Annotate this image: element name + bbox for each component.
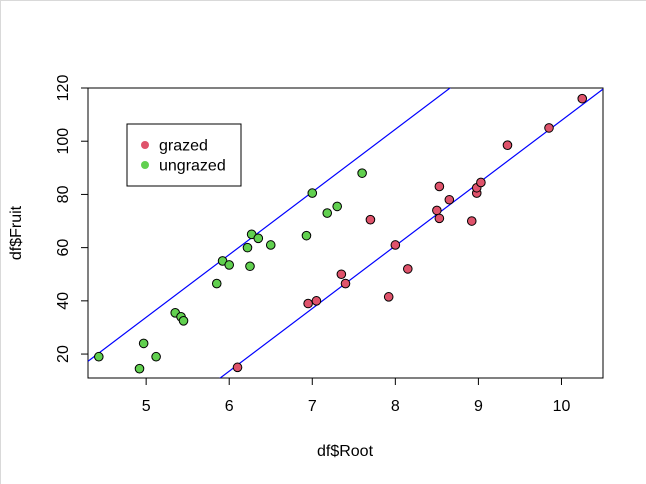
x-tick-label: 9 [474,398,483,415]
grazed-point [577,93,588,104]
grazed-point [336,269,347,280]
grazed-point [432,205,442,216]
y-tick-label: 60 [55,239,72,257]
grazed-point [402,264,413,274]
grazed-legend-label: grazed [159,138,208,155]
ungrazed-point [265,240,276,250]
grazed-point [340,278,351,289]
grazed-point [434,181,445,192]
ungrazed-point [301,230,312,241]
grazed-point [434,213,445,224]
ungrazed-point [322,208,333,218]
y-axis: 20 40 60 80 100 120 [55,75,89,363]
ungrazed-point [134,363,145,374]
grazed-point [466,216,477,226]
grazed-point [232,362,243,373]
ungrazed-point [245,261,255,272]
ungrazed-legend-swatch [141,161,149,169]
x-axis: 5 6 7 8 9 10 [142,377,571,415]
grazed-point [311,296,322,306]
x-tick-label: 6 [225,398,234,415]
grazed-point [365,214,376,225]
y-tick-label: 40 [55,292,72,310]
y-axis-label: df$Fruit [8,205,25,260]
ungrazed-point [307,188,318,198]
y-tick-label: 120 [55,75,72,102]
ungrazed-point [151,351,161,362]
x-tick-label: 8 [391,398,400,415]
data-points [93,93,588,374]
regression-line [88,88,452,362]
ungrazed-point [253,233,264,244]
legend-box [126,123,242,187]
y-tick-label: 20 [55,345,72,363]
grazed-point [444,194,455,205]
grazed-point [544,123,554,133]
grazed-point [502,140,513,151]
x-tick-label: 10 [553,398,571,415]
grazed-point [476,177,486,188]
ungrazed-point [138,338,149,349]
ungrazed-point [93,351,104,362]
ungrazed-point [357,168,367,178]
legend: grazed ungrazed [126,123,242,187]
grazed-legend-swatch [141,141,149,149]
y-tick-label: 100 [55,128,72,155]
x-tick-label: 5 [142,398,151,415]
x-axis-label: df$Root [317,443,374,460]
ungrazed-legend-label: ungrazed [159,158,226,175]
grazed-point [390,240,401,250]
ungrazed-point [242,242,253,253]
fit-lines [88,88,603,378]
ungrazed-point [211,278,222,289]
grazed-point [303,298,313,309]
x-tick-label: 7 [308,398,317,415]
ungrazed-point [178,315,189,326]
ungrazed-point [224,260,235,270]
y-tick-label: 80 [55,185,72,203]
ungrazed-point [332,201,342,212]
grazed-point [383,292,394,302]
